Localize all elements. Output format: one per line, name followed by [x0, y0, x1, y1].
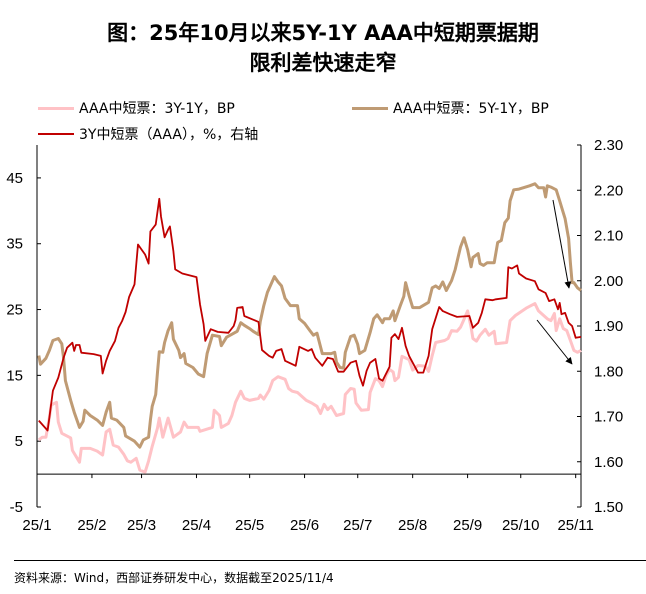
left-axis-tick-label: -5 — [10, 499, 23, 516]
x-axis-tick-label: 25/10 — [502, 517, 540, 534]
right-axis-tick-label: 1.70 — [594, 409, 623, 426]
x-axis-tick-label: 25/6 — [290, 517, 319, 534]
right-axis-tick-label: 2.30 — [594, 137, 623, 154]
legend-swatch-pink — [38, 106, 74, 110]
series-line-5y-1y-spread — [37, 182, 582, 449]
x-axis-tick-label: 25/5 — [235, 517, 264, 534]
left-axis-tick-label: 25 — [6, 302, 23, 319]
right-axis-tick-label: 2.20 — [594, 182, 623, 199]
series-line-3y-yield — [38, 197, 582, 432]
x-axis-tick-label: 25/2 — [77, 517, 106, 534]
right-axis-tick-label: 2.00 — [594, 273, 623, 290]
x-axis-tick-label: 25/7 — [343, 517, 372, 534]
x-axis-tick-label: 25/1 — [22, 517, 51, 534]
x-axis-tick-label: 25/4 — [182, 517, 211, 534]
legend-swatch-red — [38, 133, 74, 135]
x-axis-tick-label: 25/11 — [557, 517, 593, 534]
right-axis-tick-label: 2.10 — [594, 228, 623, 245]
legend-item-5y-1y: AAA中短票：5Y-1Y，BP — [352, 98, 549, 118]
annotation-arrows — [536, 199, 573, 365]
x-axis-tick-label: 25/9 — [453, 517, 482, 534]
left-axis-tick-label: 5 — [15, 433, 23, 450]
legend-label: AAA中短票：5Y-1Y，BP — [393, 101, 549, 117]
legend-swatch-tan — [352, 106, 388, 110]
arrow-icon — [552, 199, 572, 289]
legend-label: 3Y中短票（AAA），%，右轴 — [79, 127, 259, 143]
arrow-icon — [536, 319, 573, 365]
chart-title-line-1: 图：25年10月以来5Y-1Y AAA中短期票据期 — [107, 21, 539, 45]
right-axis-tick-label: 1.60 — [594, 454, 623, 471]
right-axis-tick-label: 1.50 — [594, 499, 623, 516]
legend-item-3y-yield: 3Y中短票（AAA），%，右轴 — [38, 124, 258, 144]
right-axis-tick-label: 1.90 — [594, 318, 623, 335]
chart-title-line-2: 限利差快速走窄 — [249, 51, 397, 75]
left-axis-tick-label: 35 — [6, 236, 23, 253]
legend-item-3y-1y: AAA中短票：3Y-1Y，BP — [38, 98, 235, 118]
line-chart: 45 35 25 15 5 -5 2.30 2.20 2.10 2.00 1.90 1.80 1.70 1… — [6, 137, 623, 534]
source-note: 资料来源：Wind，西部证券研发中心，数据截至2025/11/4 — [14, 571, 334, 585]
source-divider — [14, 560, 646, 561]
right-axis-tick-label: 1.80 — [594, 363, 623, 380]
x-axis-tick-label: 25/8 — [398, 517, 427, 534]
series-line-3y-1y-spread — [37, 302, 582, 474]
left-axis-tick-label: 45 — [6, 170, 23, 187]
left-axis-tick-label: 15 — [6, 367, 23, 384]
legend-label: AAA中短票：3Y-1Y，BP — [79, 101, 235, 117]
x-axis-tick-label: 25/3 — [127, 517, 156, 534]
